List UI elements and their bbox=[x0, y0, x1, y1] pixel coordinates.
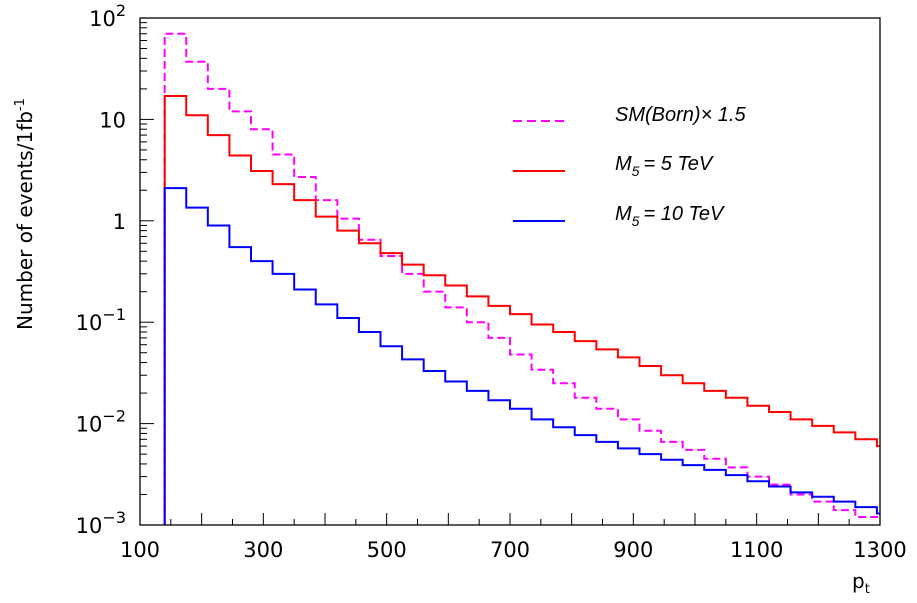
y-tick-label: 10−1 bbox=[76, 305, 126, 335]
y-tick-label: 102 bbox=[89, 1, 126, 31]
legend-label-m5-10tev-suffix: = 10 TeV bbox=[643, 203, 725, 225]
x-tick-label: 700 bbox=[490, 538, 530, 562]
y-tick-label: 10−2 bbox=[76, 407, 126, 437]
y-tick-label-exponent: −2 bbox=[102, 407, 126, 426]
axis-ticks bbox=[140, 22, 850, 525]
y-axis-label: Number of events/1fb-1 bbox=[13, 98, 37, 330]
legend-label-sm-born: SM(Born)× 1.5 bbox=[615, 104, 746, 126]
legend-label-m5-5tev: M5 = 5 TeV bbox=[615, 153, 714, 179]
x-axis-label-subscript: t bbox=[865, 582, 870, 597]
y-tick-label-base: 10 bbox=[76, 514, 103, 538]
y-tick-label-base: 10 bbox=[89, 7, 116, 31]
y-tick-label: 1 bbox=[113, 210, 126, 234]
x-tick-label: 1300 bbox=[853, 538, 906, 562]
legend-label-m5-5tev-suffix: = 5 TeV bbox=[643, 153, 713, 175]
series-m5-5tev bbox=[163, 95, 880, 525]
x-tick-label: 100 bbox=[120, 538, 160, 562]
y-tick-label-base: 10 bbox=[76, 413, 103, 437]
series-m5-10tev bbox=[163, 187, 880, 525]
y-tick-label: 10 bbox=[99, 108, 126, 132]
legend-label-m5-10tev: M5 = 10 TeV bbox=[615, 203, 725, 229]
plot-series-group bbox=[163, 32, 880, 525]
x-tick-label: 500 bbox=[367, 538, 407, 562]
x-tick-label: 1100 bbox=[730, 538, 783, 562]
y-tick-label-exponent: 2 bbox=[116, 1, 126, 20]
x-axis-label: pt bbox=[852, 569, 870, 597]
series-sm-born bbox=[163, 32, 880, 525]
y-tick-label-exponent: −3 bbox=[102, 508, 126, 527]
x-axis-label-text: p bbox=[852, 569, 865, 593]
legend-label-m5-5tev-subscript: 5 bbox=[632, 163, 640, 179]
y-axis-label-text: Number of events/1fb bbox=[13, 111, 37, 330]
legend-label-m5-10tev-subscript: 5 bbox=[632, 213, 640, 229]
legend-label-m5-5tev-name: M bbox=[615, 153, 632, 175]
x-tick-label: 300 bbox=[243, 538, 283, 562]
plot-frame bbox=[139, 17, 881, 526]
y-tick-label-exponent: −1 bbox=[102, 305, 126, 324]
legend: SM(Born)× 1.5 M5 = 5 TeV M5 = 10 TeV bbox=[513, 104, 746, 229]
legend-label-sm-born-text: SM(Born)× 1.5 bbox=[615, 104, 746, 126]
x-tick-labels: 100 300 500 700 900 1100 1300 bbox=[120, 538, 907, 562]
legend-label-m5-10tev-name: M bbox=[615, 203, 632, 225]
x-tick-label: 900 bbox=[613, 538, 653, 562]
y-axis-label-superscript: -1 bbox=[13, 98, 28, 111]
y-tick-label: 10−3 bbox=[76, 508, 126, 538]
y-tick-label-base: 10 bbox=[76, 311, 103, 335]
